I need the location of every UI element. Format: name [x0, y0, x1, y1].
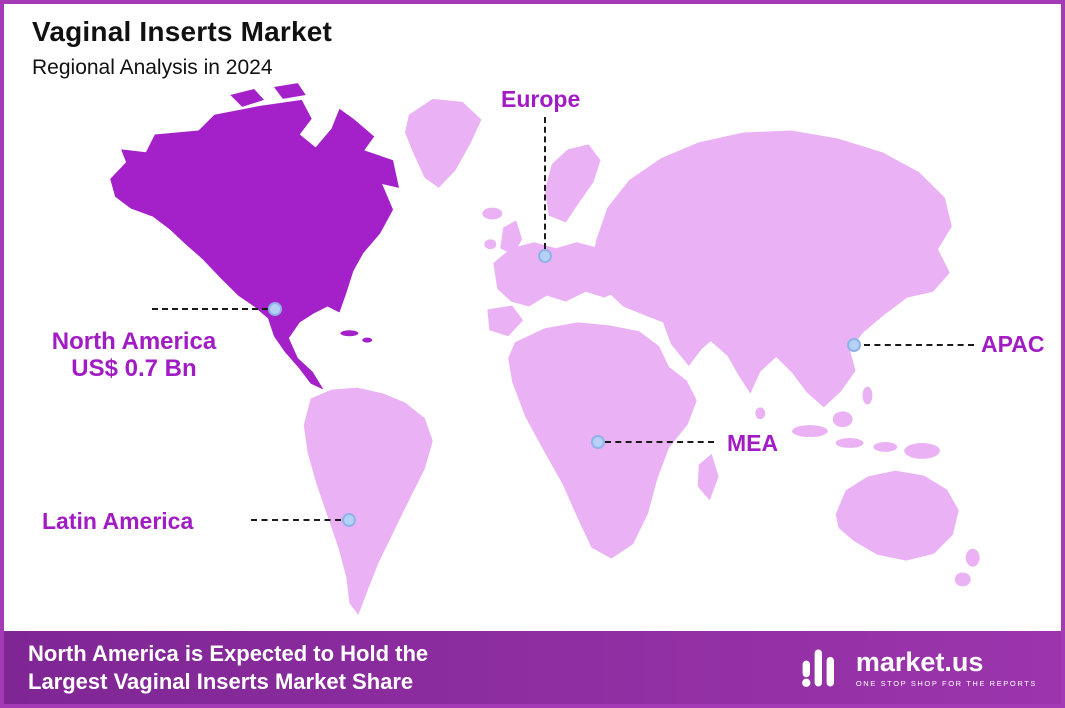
brand-tagline: ONE STOP SHOP FOR THE REPORTS	[855, 678, 1037, 688]
continent-greenland	[404, 98, 482, 188]
island-ireland	[484, 239, 497, 250]
continent-north-america-highlighted	[110, 99, 400, 390]
world-map	[110, 83, 980, 616]
island-nz-south	[954, 572, 971, 587]
island-nz-north	[965, 548, 980, 567]
island-borneo	[832, 411, 853, 428]
label-apac: APAC	[981, 331, 1045, 357]
marker-latin-america	[342, 513, 356, 527]
leader-line-latin-america	[251, 519, 341, 521]
brand-name: market.us	[855, 646, 984, 677]
marker-europe	[538, 249, 552, 263]
marketus-logo-icon	[801, 649, 834, 687]
page-subtitle: Regional Analysis in 2024	[32, 56, 273, 79]
island-japan	[902, 248, 926, 297]
footer-headline-line1: North America is Expected to Hold the	[28, 640, 429, 666]
region-scandinavia	[544, 144, 601, 223]
island-arctic-2	[273, 83, 306, 99]
island-srilanka	[755, 407, 766, 420]
footer-headline: North America is Expected to Hold the La…	[28, 640, 428, 696]
island-britain	[500, 220, 523, 256]
leader-line-apac	[864, 344, 974, 346]
footer-banner: North America is Expected to Hold the La…	[4, 631, 1061, 704]
page-title: Vaginal Inserts Market	[32, 16, 333, 47]
label-north-america-name: North America	[51, 328, 217, 355]
region-iberia	[487, 305, 524, 337]
footer-headline-line2: Largest Vaginal Inserts Market Share	[28, 668, 414, 694]
marker-apac	[847, 338, 861, 352]
label-europe: Europe	[501, 86, 581, 112]
island-philippines	[862, 386, 873, 405]
brand-text: market.us ONE STOP SHOP FOR THE REPORTS	[856, 648, 1037, 688]
header: Vaginal Inserts Market Regional Analysis…	[32, 16, 332, 80]
island-sumatra	[792, 425, 828, 438]
island-madagascar	[697, 453, 719, 501]
marker-mea	[591, 435, 605, 449]
island-java	[835, 438, 864, 448]
island-arctic-1	[230, 89, 265, 107]
island-caribbean	[362, 337, 373, 343]
marker-north-america	[268, 302, 282, 316]
continent-asia	[593, 130, 952, 408]
island-cuba	[340, 330, 359, 337]
leader-line-europe	[544, 117, 546, 249]
island-newguinea	[904, 442, 940, 459]
island-sulawesi	[873, 441, 898, 452]
island-iceland	[482, 207, 503, 220]
continent-south-america	[303, 387, 433, 616]
leader-line-mea	[605, 441, 714, 443]
label-latin-america: Latin America	[42, 508, 194, 534]
brand-logo: market.us ONE STOP SHOP FOR THE REPORTS	[798, 644, 1037, 692]
label-north-america-value: US$ 0.7 Bn	[71, 355, 197, 382]
label-north-america: North America US$ 0.7 Bn	[19, 328, 249, 382]
continent-australia	[835, 470, 959, 561]
label-mea: MEA	[727, 430, 779, 456]
leader-line-north-america	[152, 308, 268, 310]
